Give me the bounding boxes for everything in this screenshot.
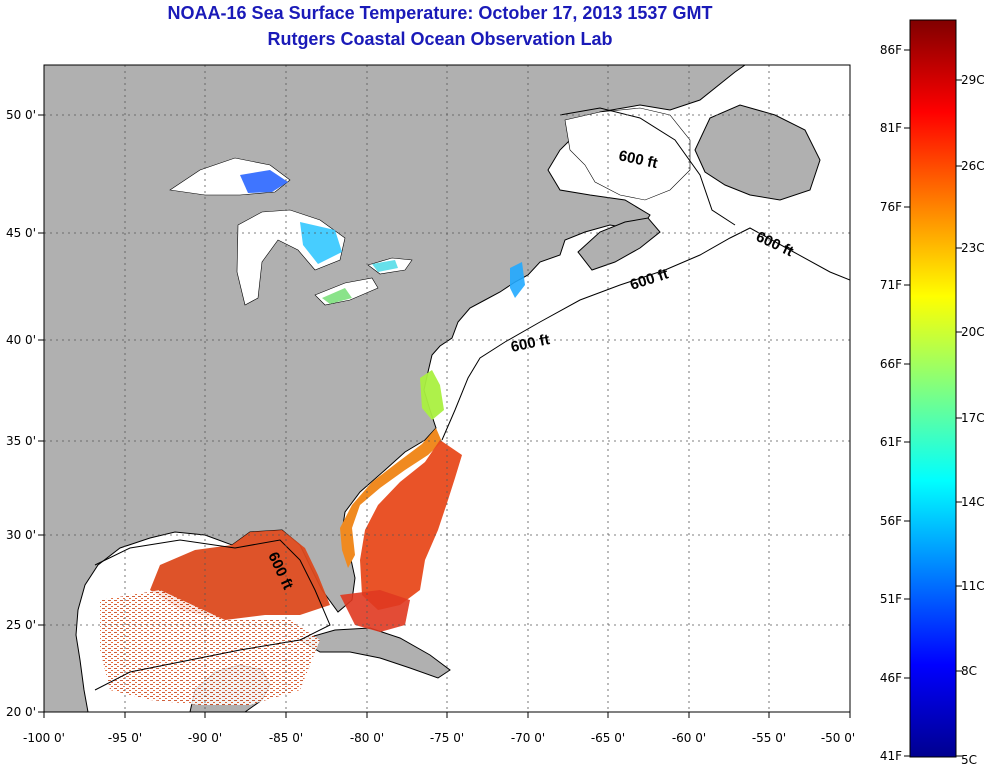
colorbar-c-label: 5C — [961, 753, 977, 767]
colorbar-f-label: 61F — [880, 435, 902, 449]
sst-gulf-maine — [510, 262, 525, 298]
x-tick-label: -100 0' — [23, 731, 65, 745]
y-tick-label: 45 0' — [6, 226, 36, 240]
y-tick-label: 35 0' — [6, 434, 36, 448]
x-tick-label: -50 0' — [821, 731, 855, 745]
colorbar-f-label: 51F — [880, 592, 902, 606]
y-tick-label: 25 0' — [6, 618, 36, 632]
y-axis: 20 0' 25 0' 30 0' 35 0' 40 0' 45 0' 50 0… — [6, 108, 44, 719]
colorbar-f-label: 76F — [880, 200, 902, 214]
sst-lake-erie — [322, 288, 352, 304]
colorbar-c-label: 8C — [961, 664, 977, 678]
colorbar-c-label: 26C — [961, 159, 984, 173]
sst-florida-straits — [340, 590, 410, 632]
x-tick-label: -85 0' — [269, 731, 303, 745]
sst-lake-ontario — [372, 260, 398, 272]
colorbar-c-label: 20C — [961, 325, 984, 339]
colorbar-f-label: 56F — [880, 514, 902, 528]
sst-atlantic-offshore — [360, 440, 462, 610]
y-tick-label: 30 0' — [6, 528, 36, 542]
title-block: NOAA-16 Sea Surface Temperature: October… — [0, 0, 880, 52]
colorbar-c-label: 11C — [961, 579, 984, 593]
cuba — [298, 627, 451, 679]
gulf-st-lawrence — [564, 107, 691, 201]
colorbar-c-label: 29C — [961, 73, 984, 87]
colorbar-f-label: 86F — [880, 43, 902, 57]
graticule — [44, 65, 850, 712]
x-tick-label: -65 0' — [591, 731, 625, 745]
sst-lake-michigan — [300, 222, 342, 264]
colorbar-gradient — [909, 19, 957, 758]
x-axis: -100 0' -95 0' -90 0' -85 0' -80 0' -75 … — [23, 712, 855, 745]
colorbar-f-label: 66F — [880, 357, 902, 371]
y-tick-label: 20 0' — [6, 705, 36, 719]
sst-lake-superior — [240, 170, 288, 193]
colorbar: 86F 81F 76F 71F 66F 61F 56F 51F 46F 41F … — [880, 19, 984, 767]
isobath-600ft-gulf — [94, 539, 331, 691]
isobath-600ft-labrador — [559, 107, 736, 226]
y-tick-label: 40 0' — [6, 333, 36, 347]
sst-gulf-of-mexico — [150, 530, 330, 620]
colorbar-f-label: 81F — [880, 121, 902, 135]
colorbar-f-label: 71F — [880, 278, 902, 292]
y-tick-label: 50 0' — [6, 108, 36, 122]
x-tick-label: -90 0' — [188, 731, 222, 745]
colorbar-c-label: 23C — [961, 241, 984, 255]
x-tick-label: -55 0' — [752, 731, 786, 745]
sst-chesapeake — [420, 370, 444, 420]
colorbar-f-label: 46F — [880, 671, 902, 685]
isobath-600ft — [441, 227, 850, 441]
x-tick-label: -75 0' — [430, 731, 464, 745]
sst-gulf-speckle — [100, 590, 320, 705]
colorbar-c-label: 14C — [961, 495, 984, 509]
map-title: NOAA-16 Sea Surface Temperature: October… — [167, 3, 713, 23]
sst-gulf-stream-shelf — [340, 428, 442, 568]
x-tick-label: -80 0' — [350, 731, 384, 745]
colorbar-c-label: 17C — [961, 411, 984, 425]
newfoundland — [694, 104, 821, 201]
map-subtitle: Rutgers Coastal Ocean Observation Lab — [267, 29, 613, 49]
x-tick-label: -70 0' — [511, 731, 545, 745]
x-tick-label: -95 0' — [108, 731, 142, 745]
x-tick-label: -60 0' — [672, 731, 706, 745]
colorbar-f-label: 41F — [880, 749, 902, 763]
